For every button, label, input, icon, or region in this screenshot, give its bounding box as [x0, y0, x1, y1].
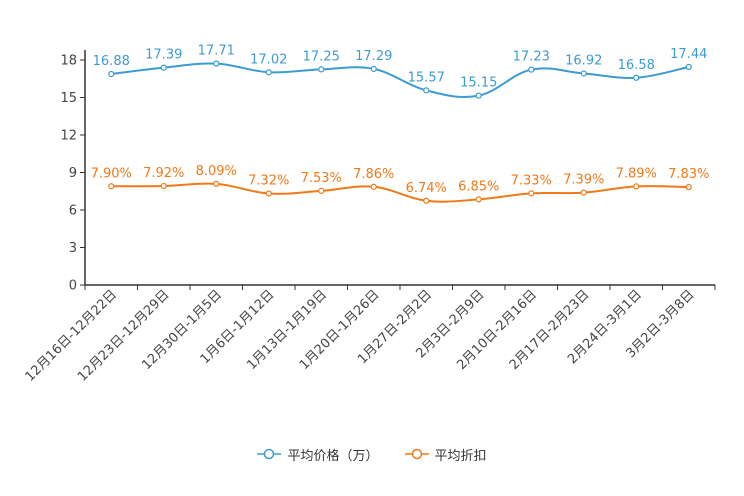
series-1-point — [423, 87, 430, 94]
series-2-point — [265, 190, 272, 197]
legend-item-discount[interactable]: 平均折扣 — [404, 445, 487, 464]
series-1-point — [633, 74, 640, 81]
y-tick-label: 18 — [60, 54, 77, 69]
series-line-1 — [111, 62, 689, 99]
series-1-data-label: 17.02 — [250, 52, 287, 67]
series-2-data-label: 8.09% — [196, 164, 237, 179]
series-1-data-label: 17.23 — [513, 50, 550, 65]
series-2-data-label: 7.89% — [616, 166, 657, 181]
y-tick-label: 12 — [60, 129, 77, 144]
y-tick-label: 0 — [69, 279, 77, 294]
series-1-data-label: 17.71 — [198, 44, 235, 59]
series-2-data-label: 7.92% — [143, 166, 184, 181]
x-tick-label: 12月23日-12月29日 — [75, 287, 172, 384]
series-1-point — [685, 63, 692, 71]
series-2-data-label: 7.53% — [301, 171, 342, 186]
series-1-point — [108, 70, 115, 78]
series-2-data-label: 6.85% — [458, 179, 499, 194]
series-1-point — [528, 66, 535, 73]
series-2-data-label: 7.86% — [353, 167, 394, 182]
legend: 平均价格（万） 平均折扣 — [0, 444, 744, 464]
y-tick-label: 15 — [60, 91, 77, 106]
series-1-data-label: 17.44 — [670, 47, 707, 62]
series-1-data-label: 17.29 — [355, 49, 392, 64]
series-2-point — [528, 190, 535, 197]
series-1-data-label: 16.92 — [565, 54, 602, 69]
series-2-data-label: 7.32% — [248, 174, 289, 189]
series-1-point — [580, 70, 587, 77]
series-1-point — [318, 66, 325, 73]
series-2-point — [633, 183, 640, 190]
y-tick-label: 6 — [69, 204, 77, 219]
x-tick-label: 12月16日-12月22日 — [23, 287, 120, 384]
series-layer: 16.88 17.39 17.71 17.02 17.25 17.29 15.57 15.15… — [91, 44, 709, 204]
series-2-point — [580, 189, 587, 196]
series-2-point — [685, 184, 692, 191]
series-2-data-label: 7.90% — [91, 166, 132, 181]
series-line-2 — [111, 182, 689, 203]
series-2-point — [318, 187, 325, 194]
series-2-point — [475, 196, 482, 203]
series-2-point — [108, 183, 115, 190]
series-2-data-label: 7.39% — [563, 173, 604, 188]
series-2-point — [370, 183, 377, 190]
legend-label-price: 平均价格（万） — [287, 448, 379, 464]
series-2-point — [213, 180, 220, 187]
series-1-point — [265, 69, 272, 76]
series-1-data-label: 15.57 — [408, 70, 445, 85]
series-2-data-label: 7.33% — [511, 173, 552, 188]
series-1-data-label: 15.15 — [460, 76, 497, 91]
series-1-data-label: 16.88 — [93, 54, 130, 69]
series-2-data-label: 7.83% — [668, 167, 709, 182]
legend-label-discount: 平均折扣 — [434, 448, 487, 464]
legend-line-circle-icon — [257, 448, 282, 460]
series-2-point — [160, 182, 167, 190]
series-1-data-label: 16.58 — [618, 58, 655, 73]
legend-line-circle-icon — [404, 448, 429, 460]
series-1-point — [160, 64, 167, 71]
series-1-point — [370, 65, 377, 72]
y-tick-label: 9 — [69, 166, 77, 181]
series-1-data-label: 17.25 — [303, 49, 340, 64]
y-tick-label: 3 — [69, 241, 77, 256]
legend-item-price[interactable]: 平均价格（万） — [257, 445, 379, 464]
series-1-data-label: 17.39 — [145, 48, 182, 63]
axes: 036912151812月16日-12月22日12月23日-12月29日12月3… — [23, 50, 716, 385]
series-2-point — [423, 197, 430, 204]
series-1-point — [475, 92, 482, 99]
series-2-data-label: 6.74% — [406, 181, 447, 196]
series-1-point — [213, 60, 220, 67]
